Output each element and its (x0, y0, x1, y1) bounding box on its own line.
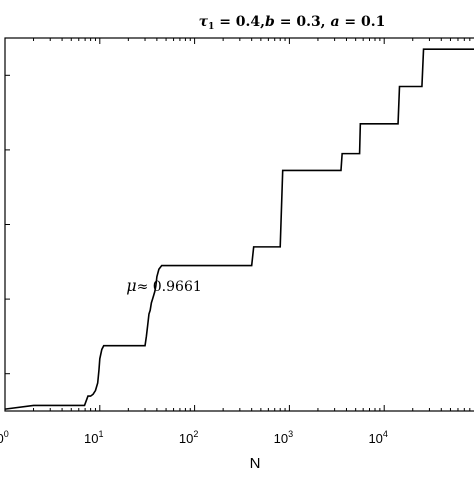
x-tick-label: 101 (84, 429, 103, 446)
series-layer (4, 48, 474, 410)
title-a-symbol: a (330, 14, 339, 30)
x-tick-label: 100 (0, 429, 9, 446)
x-tick-base: 10 (179, 431, 193, 446)
y-axis-ticks (5, 74, 10, 375)
x-tick-base: 10 (274, 431, 288, 446)
x-tick-base: 10 (368, 431, 382, 446)
chart-title: τ1 = 0.4,b = 0.3, a = 0.1 (199, 14, 386, 32)
x-tick-exponent: 1 (99, 429, 104, 439)
title-a-value: = 0.1 (340, 14, 386, 30)
title-tau-symbol: τ (199, 14, 209, 30)
x-tick-label: 102 (179, 429, 198, 446)
title-b-value: = 0.3, (275, 14, 331, 30)
x-tick-label: 104 (368, 429, 387, 446)
series-line (4, 48, 474, 410)
title-tau-subscript: 1 (208, 22, 214, 32)
title-tau-value: = 0.4, (214, 14, 265, 30)
title-b-symbol: b (265, 14, 275, 30)
mu-annotation: μ≈ 0.9661 (126, 276, 202, 295)
x-axis-label: N (250, 455, 261, 472)
x-tick-exponent: 2 (193, 429, 198, 439)
x-tick-base: 10 (0, 431, 4, 446)
x-tick-exponent: 0 (4, 429, 9, 439)
x-tick-base: 10 (84, 431, 98, 446)
plot-frame (4, 37, 474, 412)
x-tick-label: 103 (274, 429, 293, 446)
mu-symbol: μ (126, 276, 136, 295)
x-tick-exponent: 3 (288, 429, 293, 439)
x-tick-exponent: 4 (383, 429, 388, 439)
mu-value: ≈ 0.9661 (137, 279, 202, 295)
